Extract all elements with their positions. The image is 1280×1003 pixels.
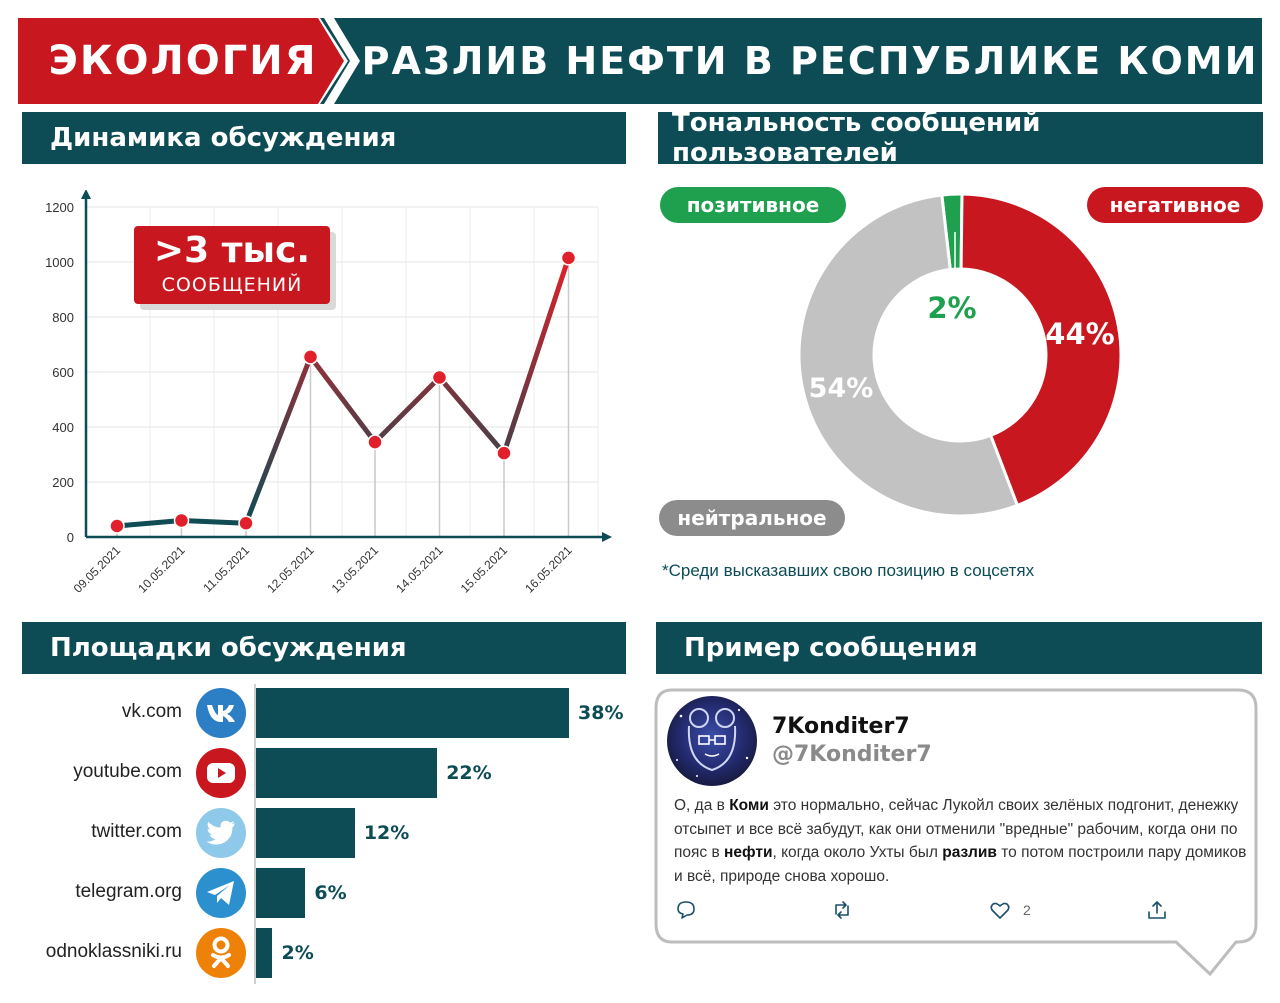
platform-label-youtube-com: youtube.com (73, 761, 182, 782)
y-tick-label: 1000 (45, 255, 74, 270)
tweet-keyword: нефти (724, 844, 773, 861)
data-point (367, 434, 383, 450)
tweet-keyword: разлив (942, 844, 997, 861)
telegram-icon (196, 868, 246, 918)
callout-small-text: СООБЩЕНИЙ (161, 274, 303, 296)
negative-segment (959, 192, 1123, 508)
platform-label-telegram-org: telegram.org (75, 881, 182, 902)
top-banner: ЭКОЛОГИЯ РАЗЛИВ НЕФТИ В РЕСПУБЛИКЕ КОМИ (18, 18, 1262, 104)
platform-bar-odnoklassniki-ru (256, 928, 273, 978)
like-icon[interactable] (988, 898, 1012, 922)
tweet-text-fragment: то потом построили пару домиков и всё, п… (674, 844, 1247, 885)
banner-category: ЭКОЛОГИЯ (48, 38, 318, 84)
share-icon[interactable] (1145, 898, 1169, 922)
tonality-footnote: *Среди высказавших свою позицию в соцсет… (662, 561, 1035, 580)
vk-icon (196, 688, 246, 738)
tweet-speech-bubble (654, 688, 1258, 977)
platform-bar-twitter-com (256, 808, 355, 858)
platform-bar-youtube-com (256, 748, 438, 798)
y-tick-label: 1200 (45, 200, 74, 215)
x-tick-label: 14.05.2021 (393, 543, 446, 596)
callout-big-text: >3 тыс. (153, 230, 311, 271)
x-tick-label: 15.05.2021 (458, 543, 511, 596)
neutral-pill: нейтральное (659, 500, 845, 536)
platforms-axis-line (254, 684, 256, 984)
example-heading: Пример сообщения (656, 622, 1262, 674)
platform-pct-vk-com: 38% (578, 702, 624, 724)
platform-bar-vk-com (256, 688, 569, 738)
data-point (496, 445, 512, 461)
x-axis-arrow (602, 532, 612, 542)
positive-pct-label: 2% (927, 291, 976, 325)
tweet-author-name[interactable]: 7Konditer7 (772, 714, 910, 739)
platform-label-vk-com: vk.com (121, 701, 182, 722)
x-tick-label: 11.05.2021 (200, 543, 252, 595)
banner-shape (18, 18, 1262, 104)
positive-pill: позитивное (660, 187, 846, 223)
neutral-segment (797, 193, 1020, 518)
platform-label-odnoklassniki-ru: odnoklassniki.ru (45, 941, 182, 962)
tweet-keyword: Коми (729, 797, 769, 814)
platform-label-twitter-com: twitter.com (91, 821, 182, 842)
tonality-donut-chart: 2% 44% 54% (797, 192, 1123, 518)
y-tick-label: 600 (52, 365, 74, 380)
data-point (238, 515, 254, 531)
platform-pct-twitter-com: 12% (363, 822, 410, 844)
twitter-icon (196, 808, 246, 858)
data-point (302, 349, 319, 365)
x-tick-label: 13.05.2021 (329, 543, 382, 596)
platform-pct-odnoklassniki-ru: 2% (281, 942, 314, 964)
like-count: 2 (1023, 902, 1031, 918)
youtube-icon (196, 748, 246, 798)
tweet-text: О, да в Коми это нормально, сейчас Лукой… (674, 794, 1250, 888)
platform-bar-telegram-org (256, 868, 306, 918)
x-tick-label: 12.05.2021 (264, 543, 317, 596)
data-point (173, 512, 190, 529)
odnoklassniki-icon (196, 928, 246, 978)
y-tick-label: 0 (67, 530, 74, 545)
data-point (109, 518, 125, 534)
reply-icon[interactable] (674, 898, 698, 922)
series-line (114, 255, 571, 529)
platform-pct-telegram-org: 6% (314, 882, 347, 904)
data-point (431, 369, 448, 386)
dynamics-line-chart: 0 200 400 600 800 1000 1200 09.05.2021 10.05.202… (45, 190, 612, 596)
tweet-author-handle[interactable]: @7Konditer7 (772, 742, 932, 767)
platforms-heading: Площадки обсуждения (22, 622, 626, 674)
retweet-icon[interactable] (830, 898, 854, 922)
tweet-text-fragment: это нормально, сейчас Лукойл своих зелён… (674, 797, 1239, 861)
y-tick-label: 400 (52, 420, 74, 435)
banner-title: РАЗЛИВ НЕФТИ В РЕСПУБЛИКЕ КОМИ (361, 39, 1259, 83)
x-tick-label: 09.05.2021 (71, 543, 124, 596)
x-tick-label: 10.05.2021 (135, 543, 188, 596)
data-point (560, 250, 577, 266)
y-axis-arrow (81, 190, 91, 199)
avatar[interactable] (667, 696, 757, 786)
dynamics-heading: Динамика обсуждения (22, 112, 626, 164)
tweet-text-fragment: О, да в (674, 797, 730, 814)
avatar-image (667, 696, 757, 786)
platform-pct-youtube-com: 22% (446, 762, 492, 784)
neutral-pct-label: 54% (809, 373, 874, 404)
negative-pct-label: 44% (1045, 317, 1114, 351)
y-tick-label: 800 (52, 310, 74, 325)
tonality-heading: Тональность сообщений пользователей (658, 108, 1263, 168)
messages-callout: >3 тыс. СООБЩЕНИЙ (134, 226, 330, 304)
y-tick-label: 200 (52, 475, 74, 490)
x-tick-label: 16.05.2021 (522, 543, 575, 596)
negative-pill: негативное (1087, 187, 1263, 223)
tweet-text-fragment: , когда около Ухты был (772, 844, 943, 861)
